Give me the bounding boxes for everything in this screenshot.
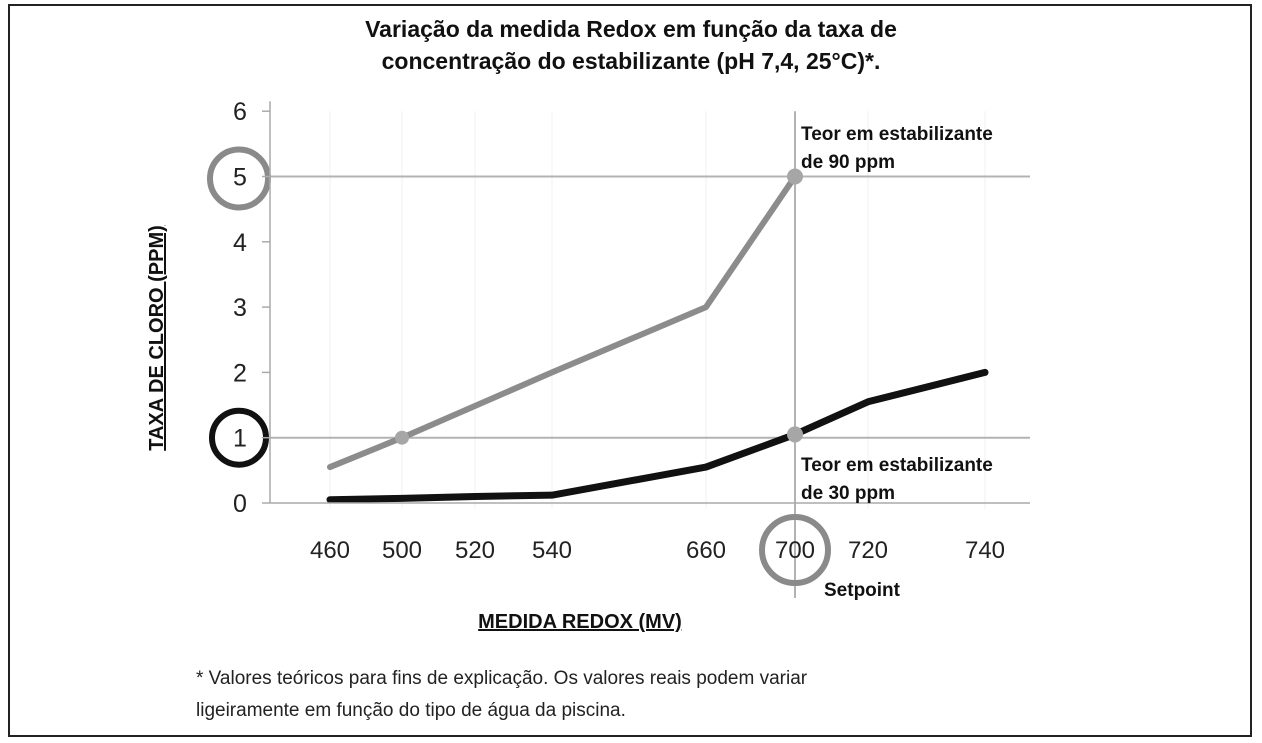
chart-labels: 0 1 2 3 4 5 6 460 500 520 540 660 700 720 740 Teor em e… xyxy=(146,98,1005,633)
reference-lines xyxy=(270,111,1030,598)
chart-title-line-1: Variação da medida Redox em função da ta… xyxy=(365,16,897,42)
y-axis-title: TAXA DE CLORO (PPM) xyxy=(146,225,168,451)
x-tick-label: 500 xyxy=(382,537,422,564)
figure-frame xyxy=(8,4,1252,737)
annotation-90ppm-line-1: Teor em estabilizante xyxy=(801,124,993,145)
y-tick-label: 2 xyxy=(233,359,247,387)
annotation-30ppm-line-2: de 30 ppm xyxy=(801,483,895,504)
series-line-30ppm xyxy=(326,368,989,504)
x-tick-label: 540 xyxy=(532,537,572,564)
x-tick-label: 660 xyxy=(686,537,726,564)
y-tick-label: 3 xyxy=(233,294,247,322)
annotation-setpoint: Setpoint xyxy=(824,580,901,601)
y-tick-label: 6 xyxy=(233,98,247,126)
chart-axes xyxy=(262,101,1030,504)
annotation-30ppm-line-1: Teor em estabilizante xyxy=(801,455,993,476)
point-30ppm-setpoint xyxy=(787,426,803,443)
ring-x-setpoint xyxy=(759,514,831,586)
point-90ppm-1 xyxy=(395,430,409,445)
x-tick-label: 720 xyxy=(848,537,888,564)
y-tick-label: 4 xyxy=(233,229,247,257)
y-tick-label: 5 xyxy=(233,164,247,192)
x-axis-title: MEDIDA REDOX (MV) xyxy=(478,611,682,633)
x-tick-label: 460 xyxy=(310,537,350,564)
highlight-points xyxy=(207,146,831,586)
x-tick-label: 520 xyxy=(455,537,495,564)
point-90ppm-setpoint xyxy=(787,168,803,185)
y-tick-label: 1 xyxy=(233,425,247,453)
ring-y-5 xyxy=(207,146,271,211)
annotation-90ppm-line-2: de 90 ppm xyxy=(801,152,895,173)
chart-series xyxy=(326,173,989,504)
series-line-90ppm xyxy=(327,173,798,471)
footnote-line-1: * Valores teóricos para fins de explicaç… xyxy=(196,668,808,689)
x-tick-label: 700 xyxy=(775,537,815,564)
chart-title-line-2: concentração do estabilizante (pH 7,4, 2… xyxy=(381,48,881,74)
x-tick-label: 740 xyxy=(965,537,1005,564)
footnote-line-2: ligeiramente em função do tipo de água d… xyxy=(196,700,626,721)
y-tick-label: 0 xyxy=(233,490,247,518)
